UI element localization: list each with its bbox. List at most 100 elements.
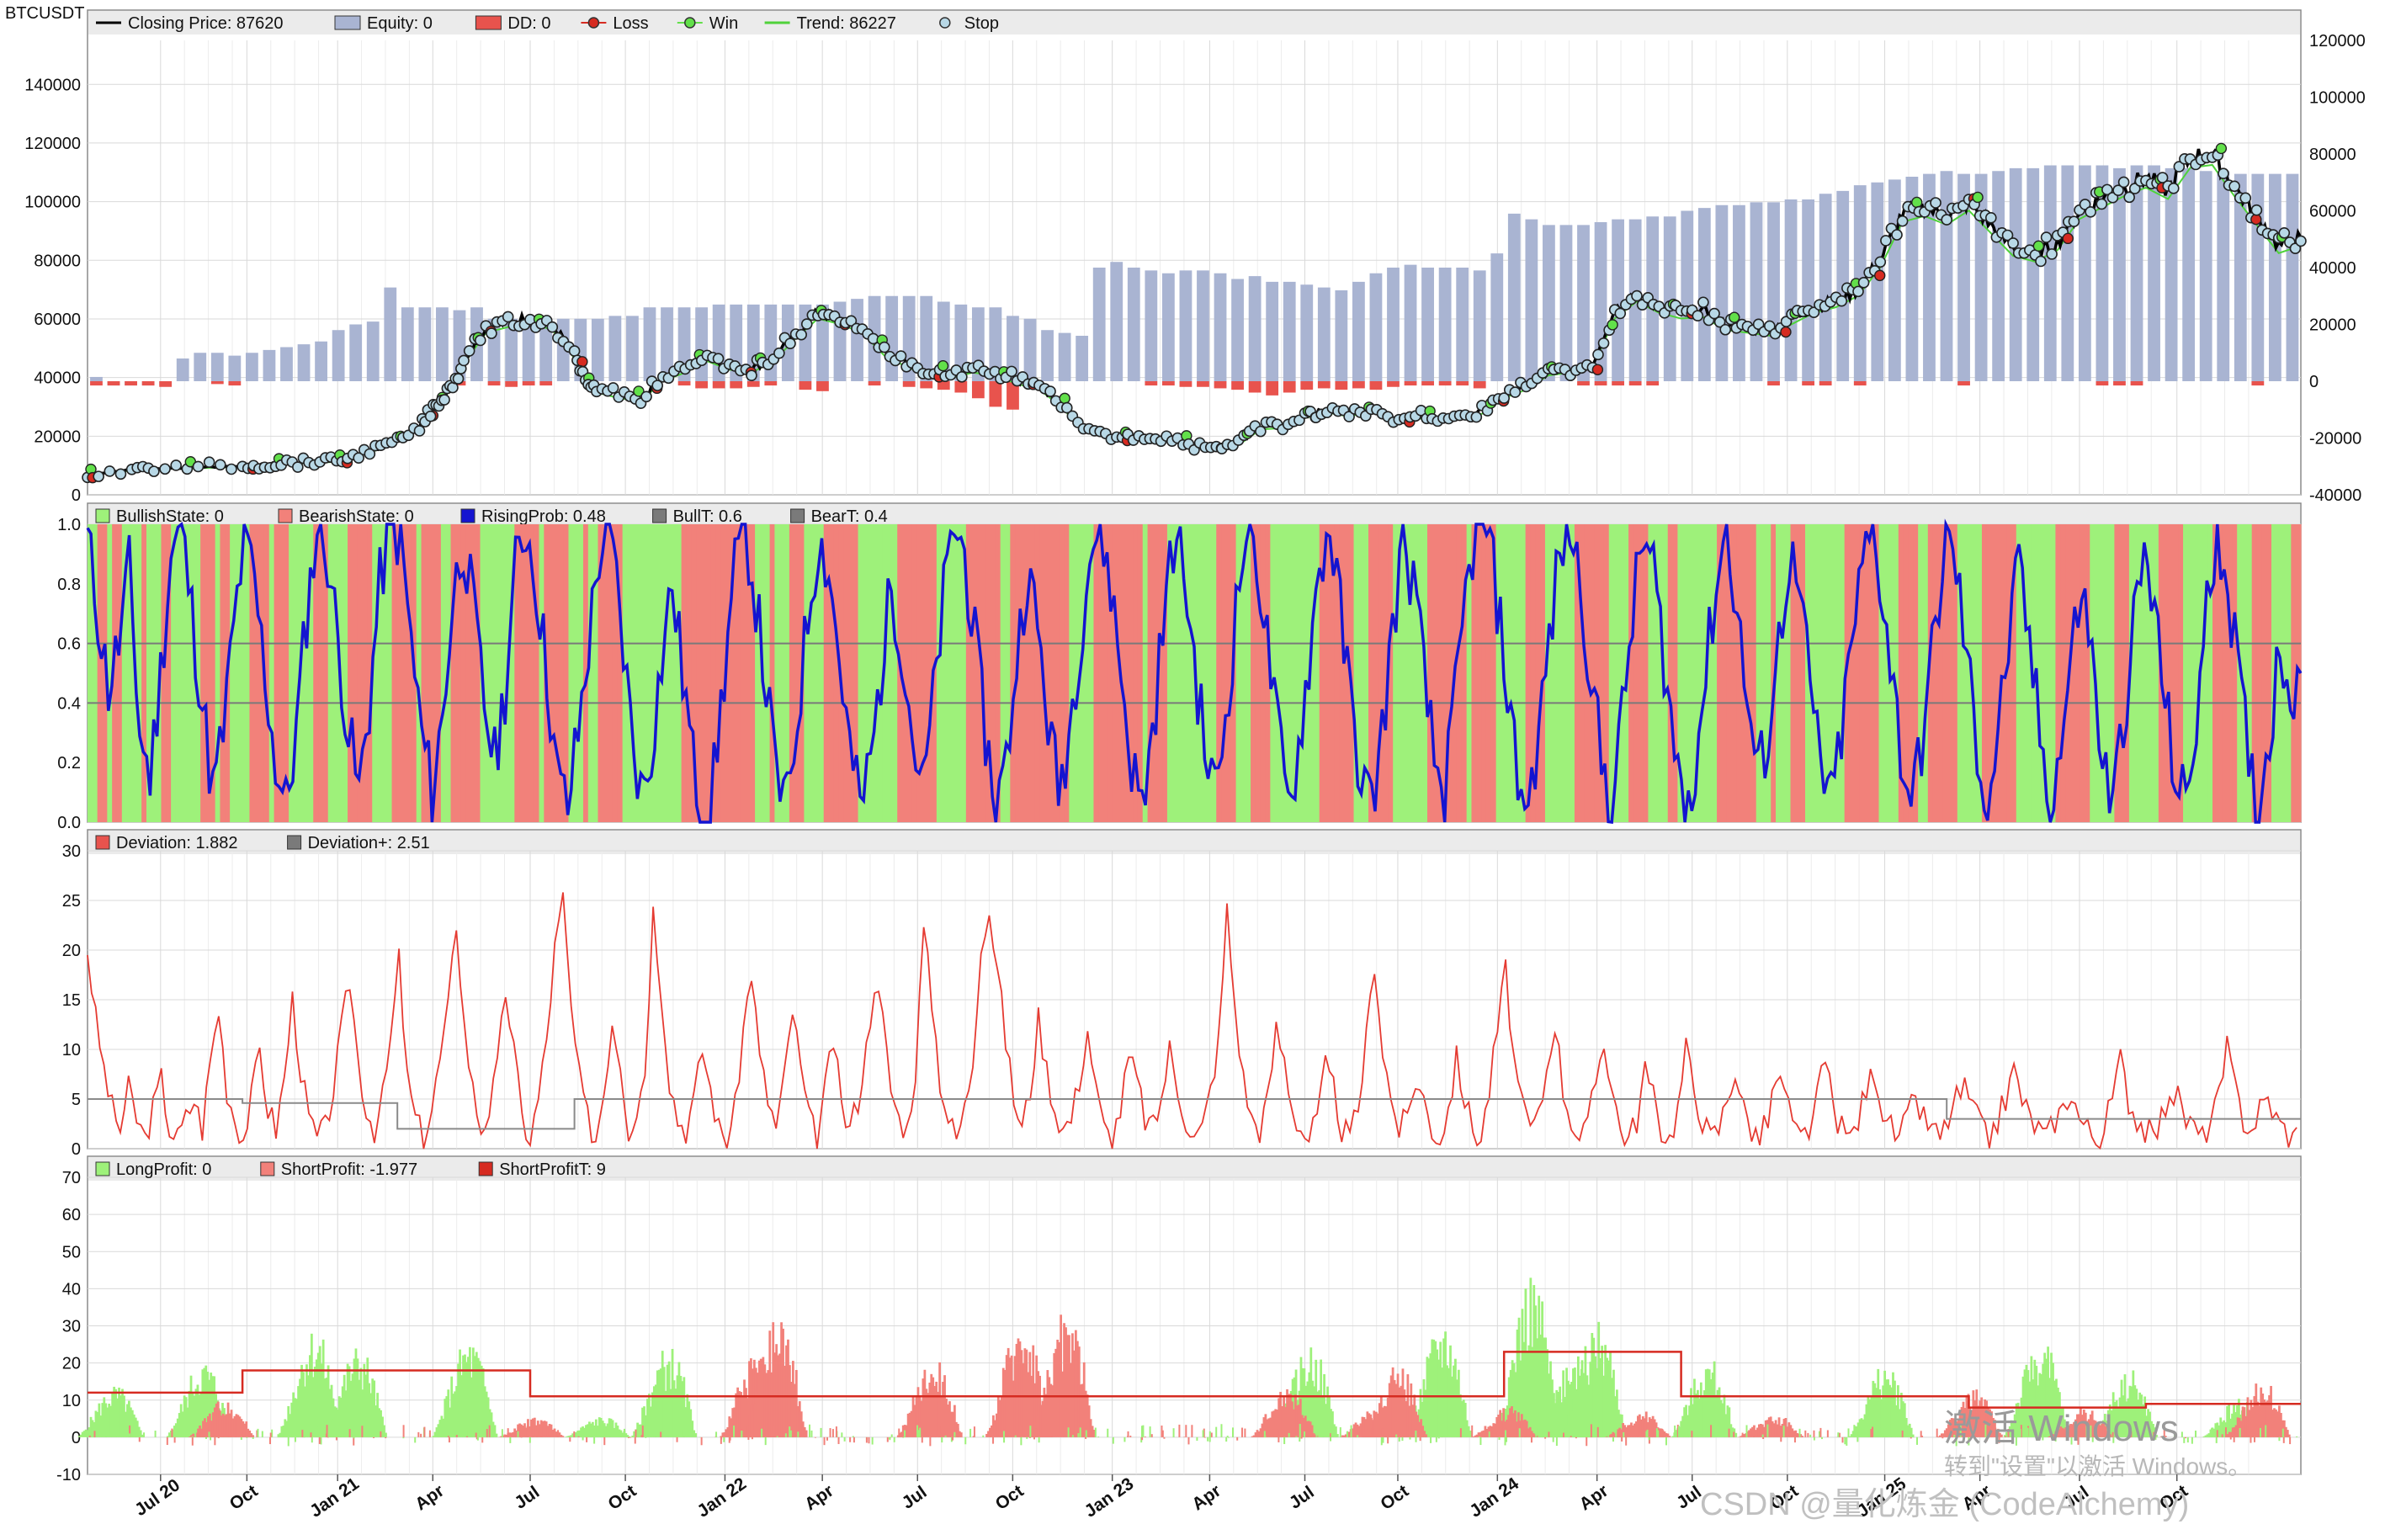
state-band	[396, 524, 402, 822]
state-band	[1083, 524, 1090, 822]
short-profit-bar	[1400, 1385, 1403, 1437]
y-tick-label: 10	[62, 1041, 81, 1059]
long-profit-bar	[1901, 1401, 1904, 1437]
long-profit-bar	[1716, 1389, 1719, 1437]
short-profit-bar	[225, 1414, 228, 1437]
profit-noise-bar	[1419, 1436, 1421, 1442]
long-profit-bar	[1463, 1402, 1467, 1437]
long-profit-bar	[1424, 1389, 1427, 1437]
profit-noise-bar	[481, 1436, 484, 1443]
dd-bar	[746, 381, 760, 387]
state-band	[1559, 524, 1565, 822]
long-profit-bar	[657, 1369, 661, 1437]
profit-noise-bar	[1415, 1430, 1417, 1437]
long-profit-bar	[1894, 1380, 1896, 1437]
profit-noise-bar	[1459, 1428, 1462, 1437]
profit-noise-bar	[637, 1425, 640, 1437]
long-profit-bar	[1723, 1394, 1726, 1437]
state-band	[1908, 524, 1914, 822]
state-band	[598, 524, 603, 822]
short-profit-bar	[928, 1382, 932, 1437]
long-profit-bar	[169, 1430, 173, 1437]
legend-label: BullT: 0.6	[673, 507, 742, 526]
long-profit-bar	[1507, 1377, 1511, 1437]
short-profit-bar	[510, 1432, 513, 1437]
long-profit-bar	[604, 1426, 608, 1437]
profit-noise-bar	[2073, 1428, 2075, 1437]
state-band	[902, 524, 908, 822]
y-tick-label: 0	[72, 1140, 81, 1159]
short-profit-bar	[1663, 1431, 1666, 1437]
equity-bar	[1663, 216, 1676, 381]
long-profit-bar	[186, 1407, 189, 1437]
profit-noise-bar	[402, 1425, 405, 1437]
short-profit-bar	[2238, 1417, 2241, 1437]
profit-noise-bar	[1163, 1436, 1166, 1439]
short-profit-bar	[1367, 1429, 1369, 1437]
state-band	[1171, 524, 1178, 822]
long-profit-bar	[1546, 1349, 1548, 1437]
long-profit-bar	[1541, 1301, 1544, 1437]
profit-noise-bar	[761, 1428, 763, 1437]
profit-noise-bar	[1724, 1427, 1726, 1437]
state-band	[2119, 524, 2125, 822]
short-profit-bar	[725, 1429, 728, 1437]
state-band	[268, 524, 275, 822]
short-profit-bar	[2282, 1420, 2286, 1437]
profit-noise-bar	[1215, 1426, 1218, 1437]
profit-noise-bar	[700, 1436, 703, 1446]
long-profit-bar	[1711, 1373, 1714, 1437]
long-profit-bar	[2226, 1405, 2229, 1437]
short-profit-bar	[235, 1414, 238, 1437]
profit-noise-bar	[1161, 1425, 1163, 1437]
short-profit-bar	[522, 1426, 524, 1437]
stop-marker	[292, 461, 304, 473]
state-band	[568, 524, 574, 822]
long-profit-bar	[603, 1423, 606, 1437]
legend-swatch	[95, 835, 110, 850]
long-profit-bar	[2218, 1425, 2221, 1437]
long-profit-bar	[1320, 1359, 1323, 1437]
short-profit-bar	[505, 1434, 508, 1437]
stop-marker	[773, 347, 785, 359]
state-band	[1589, 524, 1595, 822]
long-profit-bar	[1577, 1390, 1580, 1437]
short-profit-bar	[898, 1432, 901, 1437]
long-profit-bar	[206, 1372, 210, 1437]
profit-noise-bar	[741, 1431, 743, 1437]
long-profit-bar	[1697, 1389, 1699, 1437]
long-profit-bar	[1908, 1423, 1911, 1437]
long-profit-bar	[2013, 1414, 2016, 1437]
profit-noise-bar	[2250, 1436, 2252, 1443]
short-profit-bar	[1622, 1423, 1625, 1437]
dd-bar	[141, 381, 155, 386]
y-tick-label: 20000	[34, 427, 81, 446]
long-profit-bar	[2058, 1392, 2061, 1437]
long-profit-bar	[2133, 1385, 2137, 1437]
short-profit-bar	[922, 1378, 925, 1437]
profit-noise-bar	[1331, 1427, 1333, 1437]
stop-marker	[1941, 214, 1952, 226]
long-profit-bar	[315, 1359, 318, 1437]
state-band	[1809, 524, 1816, 822]
state-band	[1628, 524, 1634, 822]
long-profit-bar	[1883, 1370, 1887, 1437]
state-band	[892, 524, 898, 822]
short-profit-bar	[1354, 1422, 1357, 1437]
long-profit-bar	[1517, 1317, 1521, 1437]
profit-noise-bar	[129, 1425, 131, 1437]
short-profit-bar	[760, 1374, 763, 1437]
short-profit-bar	[735, 1393, 738, 1437]
short-profit-bar	[1066, 1335, 1069, 1437]
profit-noise-bar	[353, 1436, 355, 1446]
short-profit-bar	[765, 1373, 768, 1437]
profit-noise-bar	[1710, 1425, 1713, 1437]
state-band	[2296, 524, 2302, 822]
state-band	[814, 524, 820, 822]
profit-noise-bar	[1097, 1436, 1100, 1437]
short-profit-bar	[1495, 1416, 1499, 1437]
long-profit-bar	[1584, 1346, 1587, 1437]
long-profit-bar	[585, 1425, 587, 1437]
state-band	[911, 524, 918, 822]
profit-noise-bar	[252, 1436, 254, 1439]
